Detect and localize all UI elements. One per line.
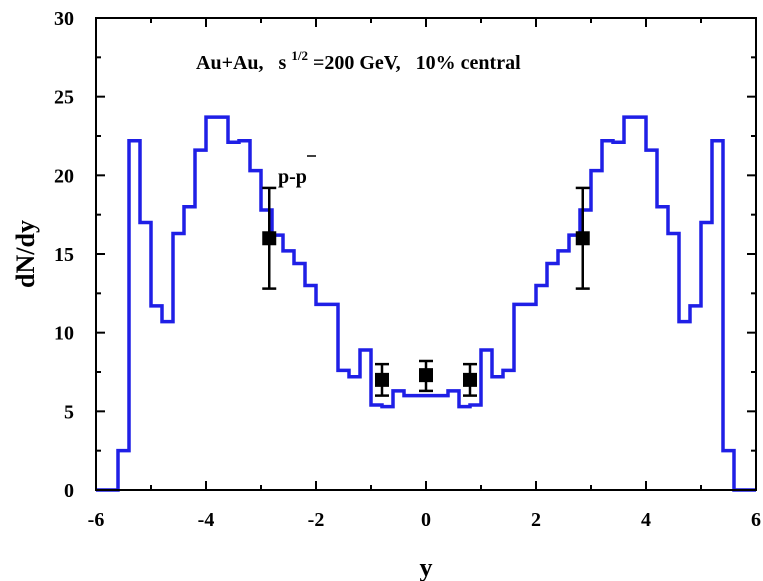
y-tick-label: 0 <box>64 480 74 502</box>
energy-exponent: 1/2 <box>291 48 308 63</box>
x-axis-label: y <box>420 553 433 581</box>
y-tick-label: 15 <box>54 244 74 266</box>
centrality-text: 10% central <box>416 52 521 74</box>
y-tick-label: 25 <box>54 87 74 109</box>
data-point <box>262 231 277 246</box>
system-text: Au+Au, <box>196 52 264 74</box>
data-point <box>575 231 590 246</box>
y-tick-label: 5 <box>64 401 74 423</box>
y-tick-label: 20 <box>54 165 74 187</box>
y-tick-label: 10 <box>54 323 74 345</box>
x-tick-label: 2 <box>531 509 541 531</box>
energy-value: =200 GeV, <box>313 52 401 74</box>
data-point <box>463 372 477 387</box>
y-axis-label: dN/dy <box>11 220 40 288</box>
data-point <box>419 368 433 383</box>
x-tick-label: -4 <box>198 509 215 531</box>
x-tick-label: 6 <box>751 509 761 531</box>
x-tick-label: -2 <box>308 509 325 531</box>
data-layer <box>96 115 756 492</box>
energy-symbol: s <box>279 52 287 74</box>
x-tick-label: -6 <box>88 509 105 531</box>
particle-label: p-p <box>278 166 307 188</box>
x-tick-label: 0 <box>421 509 431 531</box>
plot-frame <box>95 17 757 491</box>
axis-ticks <box>95 17 757 491</box>
histogram-line <box>96 115 756 492</box>
tick-labels: -6 -4 -2 0 2 4 6 0 5 10 15 20 25 30 <box>54 8 761 531</box>
data-point <box>375 372 389 387</box>
x-tick-label: 4 <box>641 509 651 531</box>
collision-annotation: Au+Au, s 1/2 =200 GeV, 10% central <box>196 43 521 74</box>
y-tick-label: 30 <box>54 8 74 30</box>
